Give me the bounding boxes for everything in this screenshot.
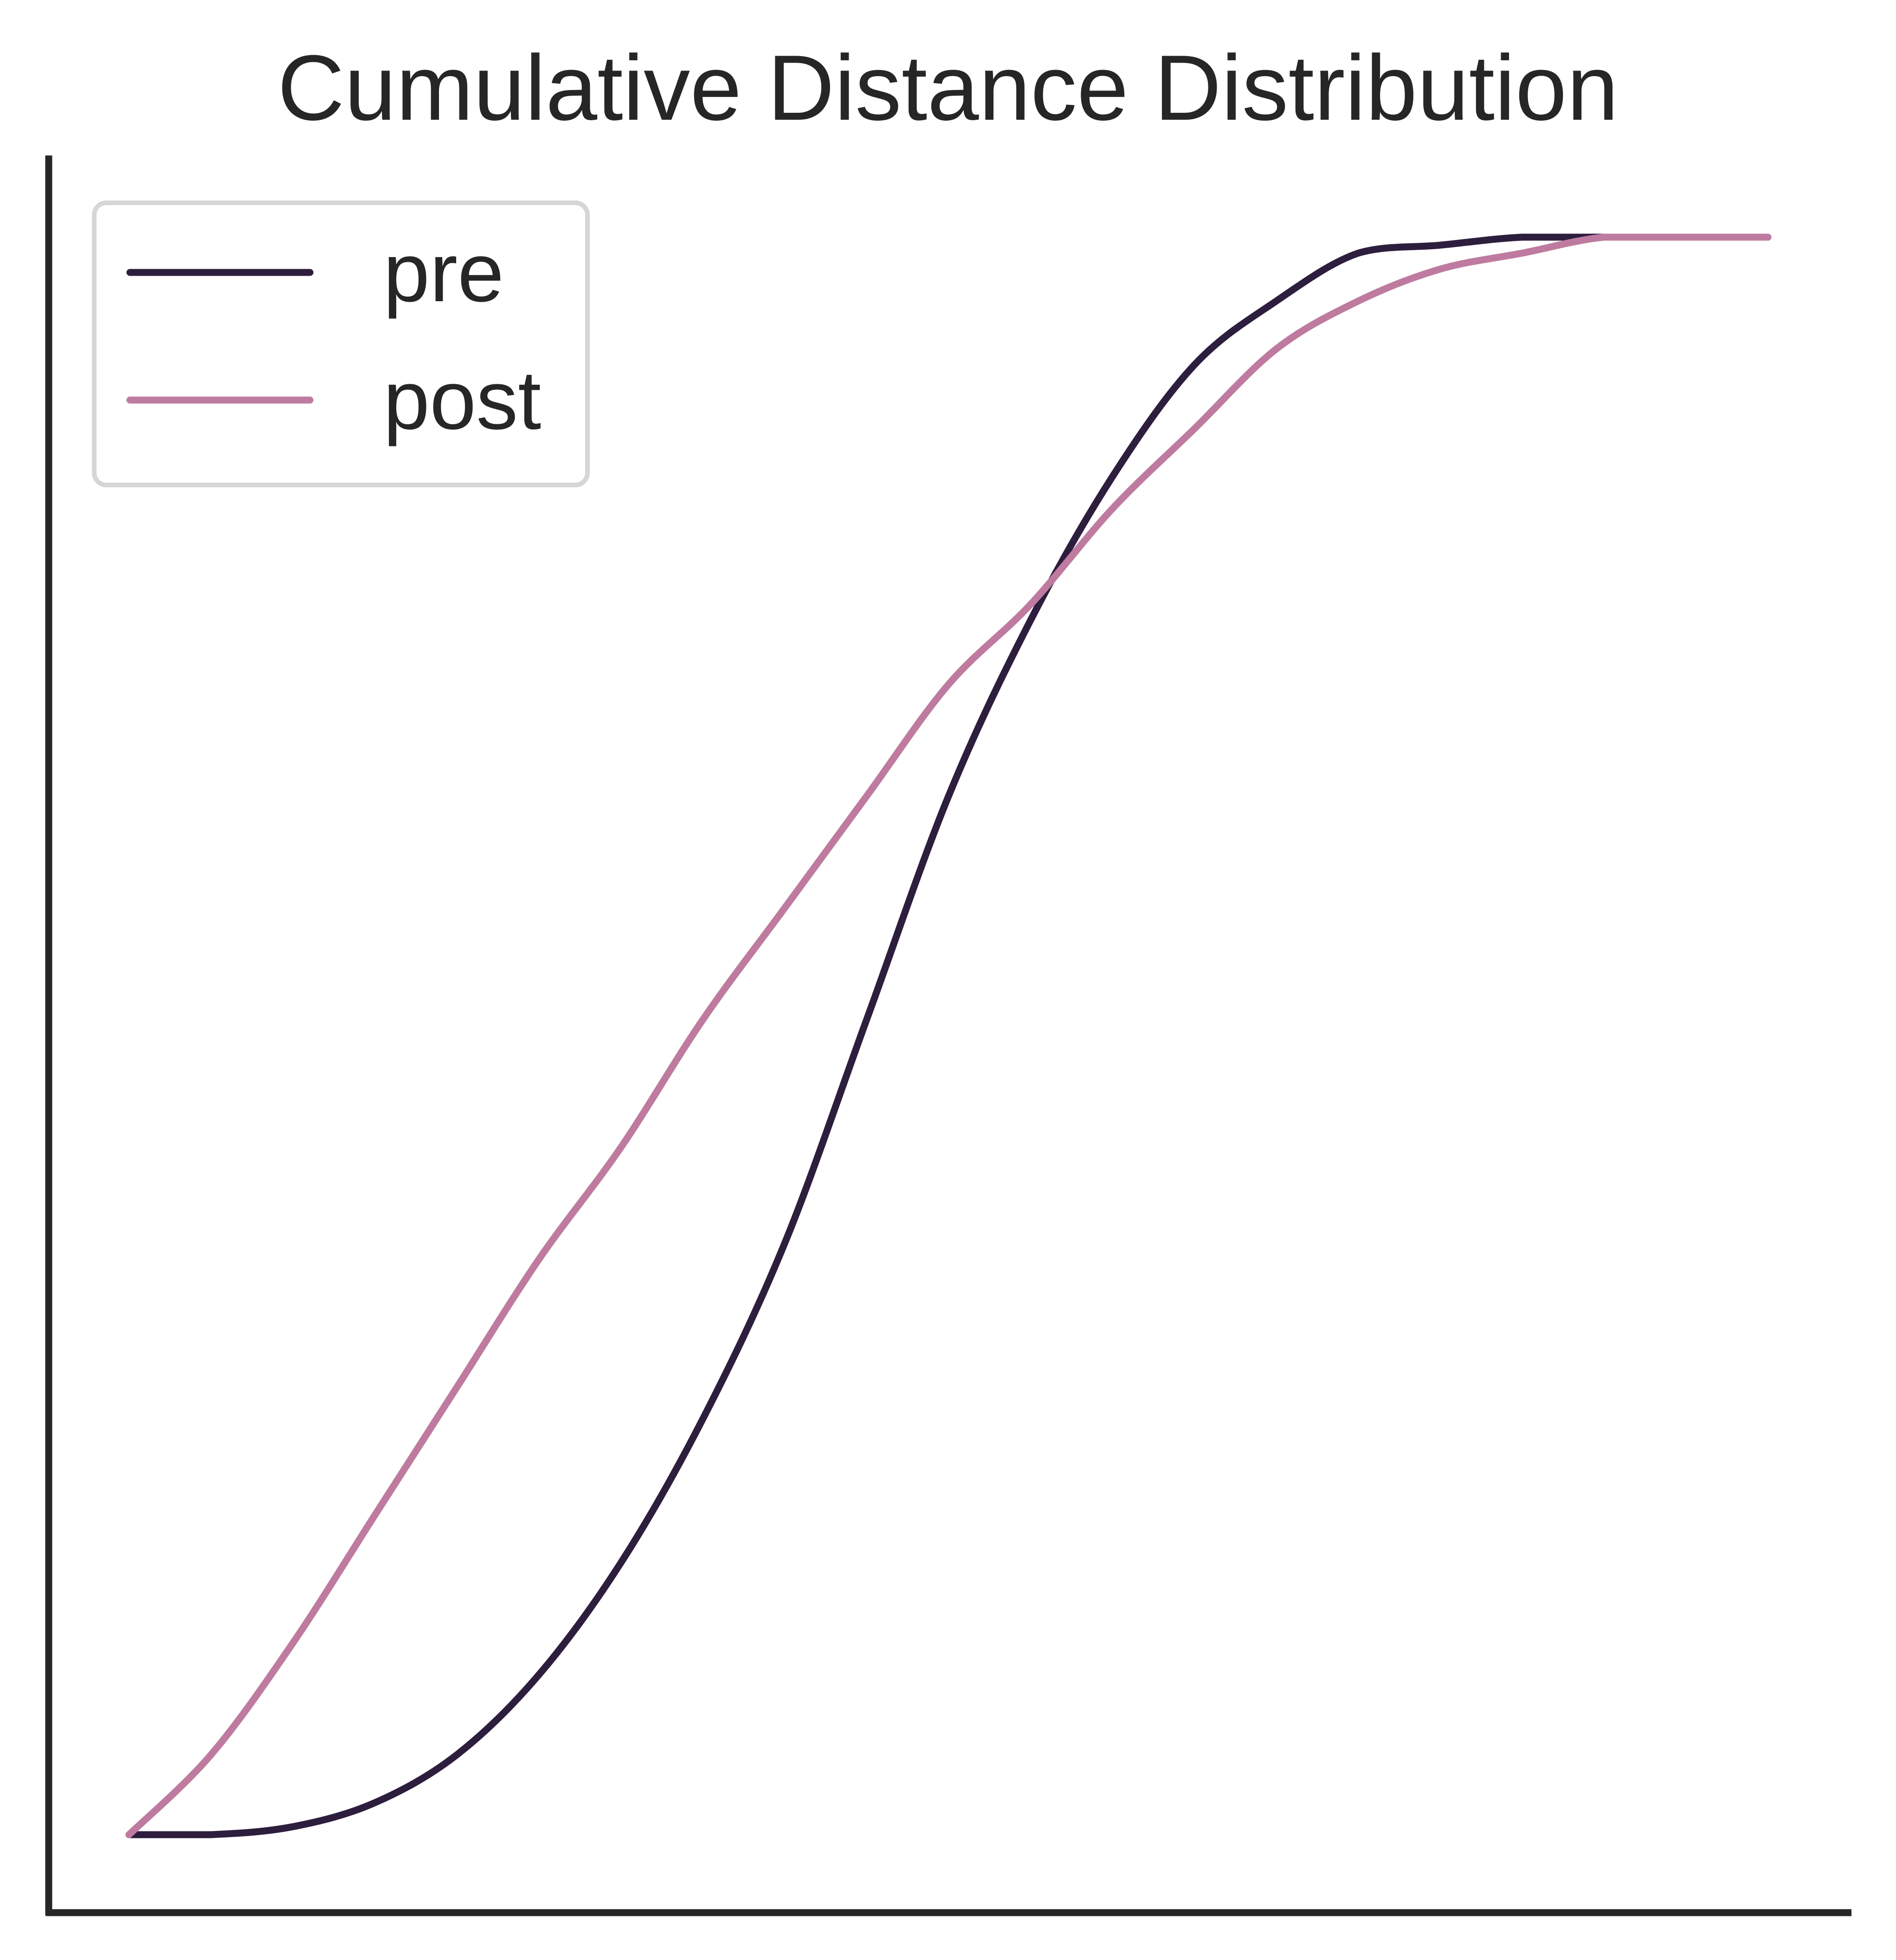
legend-label-post: post <box>383 354 541 447</box>
series-line-post <box>125 233 1772 1838</box>
legend-label-pre: pre <box>383 226 504 319</box>
axes <box>45 155 1851 1916</box>
chart-title: Cumulative Distance Distribution <box>277 36 1619 140</box>
legend: pre post <box>92 201 590 487</box>
series-line-pre <box>125 233 1772 1838</box>
series-layer <box>125 233 1772 1838</box>
